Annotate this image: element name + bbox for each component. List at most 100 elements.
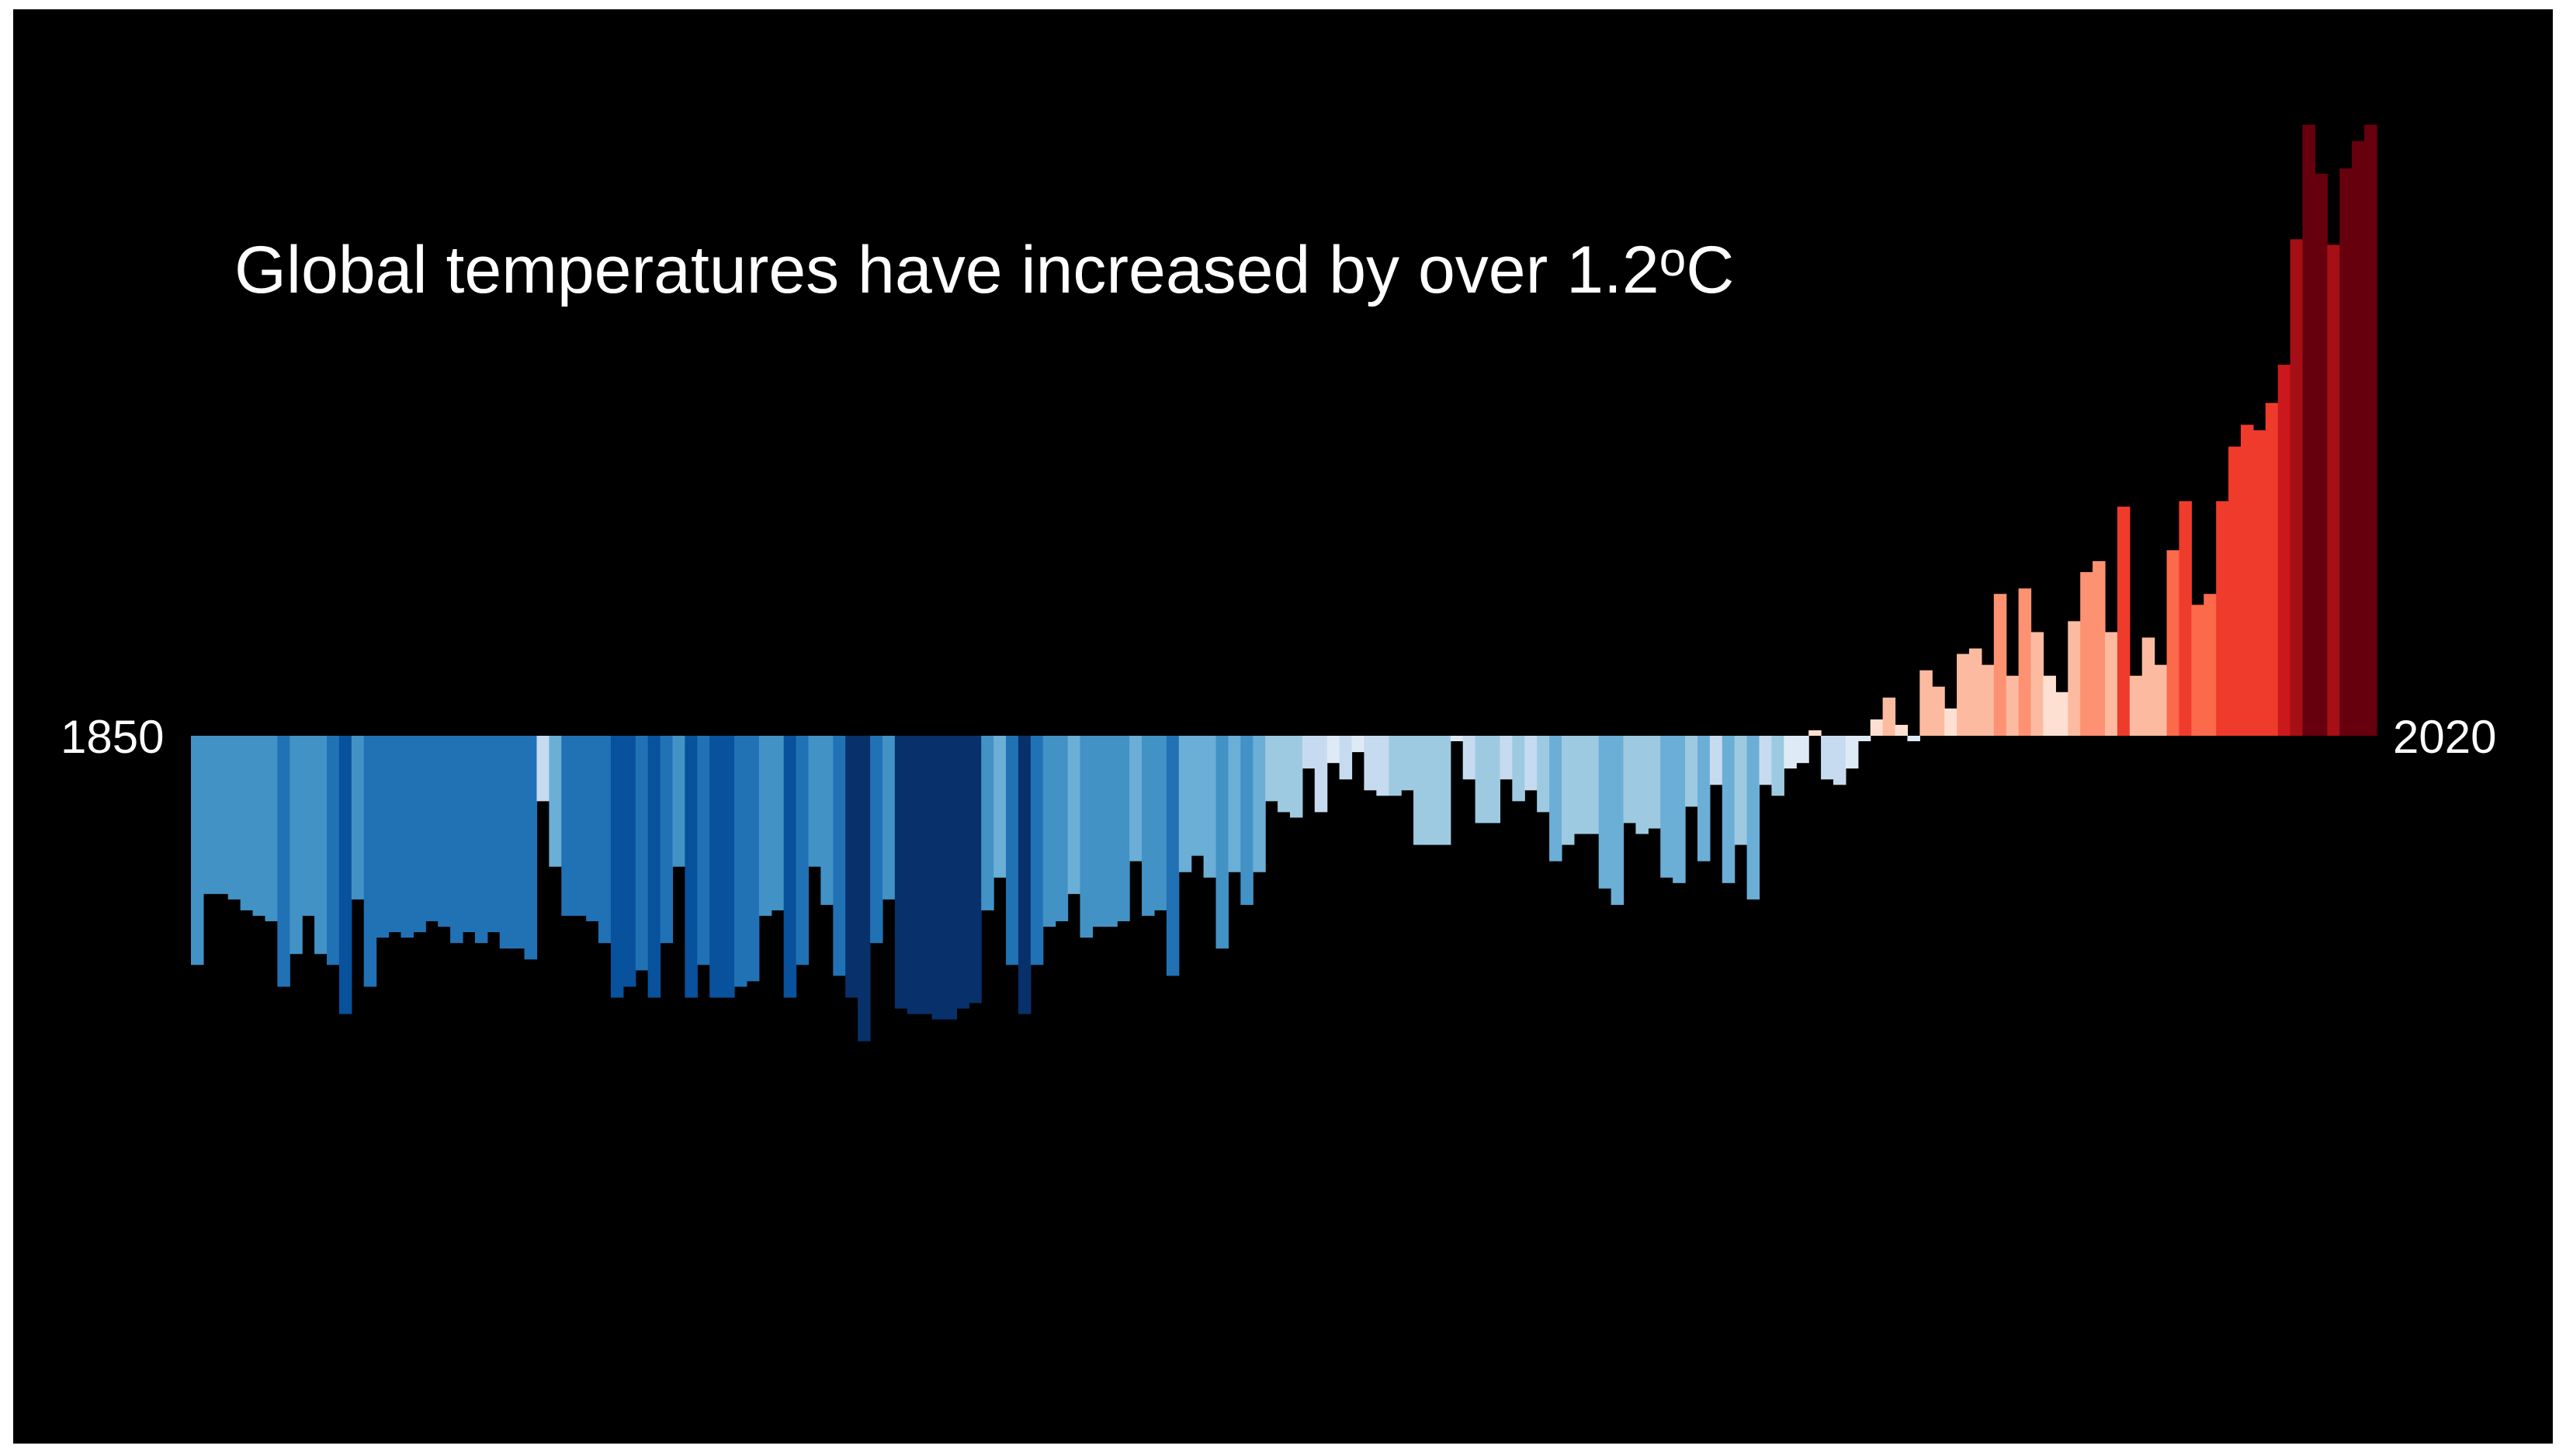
bar-2002	[2068, 621, 2081, 736]
bar-1944	[1351, 736, 1365, 753]
bar-1898	[783, 736, 797, 998]
bar-1962	[1573, 736, 1587, 834]
bar-1983	[1833, 736, 1846, 785]
bar-1904	[858, 736, 871, 1042]
bar-1899	[796, 736, 810, 965]
bar-1861	[327, 736, 340, 965]
bar-1911	[944, 736, 957, 1020]
bar-1863	[351, 736, 365, 900]
bar-1938	[1278, 736, 1291, 813]
bar-2005	[2104, 632, 2118, 736]
bar-1856	[265, 736, 278, 922]
chart-title-text: Global temperatures have increased by ov…	[234, 233, 1659, 307]
bar-1979	[1784, 736, 1797, 769]
bar-2008	[2141, 637, 2155, 736]
bar-1955	[1487, 736, 1501, 823]
bar-1862	[338, 736, 352, 1014]
bar-1916	[1006, 736, 1019, 965]
bar-1967	[1635, 736, 1649, 834]
bar-1982	[1821, 736, 1834, 780]
bar-1961	[1561, 736, 1575, 845]
bar-1950	[1425, 736, 1439, 845]
bar-2012	[2191, 605, 2204, 736]
bar-1999	[2030, 632, 2044, 736]
bar-1952	[1450, 736, 1464, 742]
bar-1891	[697, 736, 710, 965]
bar-1865	[376, 736, 390, 938]
bar-1914	[981, 736, 994, 910]
bar-1897	[771, 736, 785, 910]
bar-1901	[820, 736, 834, 905]
bar-1972	[1697, 736, 1711, 861]
bar-1948	[1401, 736, 1414, 791]
bar-1932	[1203, 736, 1217, 878]
bar-1970	[1673, 736, 1686, 883]
bar-1889	[672, 736, 685, 867]
bar-1964	[1598, 736, 1612, 889]
bar-1985	[1857, 736, 1871, 742]
bar-1927	[1142, 736, 1155, 916]
bar-2020	[2290, 239, 2304, 736]
bar-2007	[2129, 675, 2143, 736]
bar-1890	[685, 736, 698, 998]
bar-1855	[252, 736, 266, 916]
bar-1981	[1808, 730, 1822, 736]
bar-1947	[1389, 736, 1402, 796]
bar-1875	[499, 736, 513, 949]
bar-1992	[1944, 708, 1957, 736]
bar-1978	[1771, 736, 1784, 796]
bars-group	[191, 124, 2377, 1042]
bar-1951	[1437, 736, 1451, 845]
bar-1877	[524, 736, 538, 960]
bar-1909	[919, 736, 933, 1014]
bar-1921	[1067, 736, 1081, 894]
bar-1912	[956, 736, 969, 1009]
bar-1858	[290, 736, 303, 955]
bar-1908	[907, 736, 921, 1014]
bar-1902	[833, 736, 846, 976]
bar-1977	[1759, 736, 1773, 785]
bar-1954	[1475, 736, 1489, 823]
bar-1941	[1314, 736, 1328, 813]
bar-1854	[240, 736, 254, 910]
bar-1963	[1586, 736, 1600, 834]
bar-1998	[2018, 588, 2032, 736]
bar-1853	[227, 736, 241, 900]
bar-1933	[1215, 736, 1229, 949]
bar-1923	[1092, 736, 1105, 927]
bar-1949	[1413, 736, 1427, 845]
bar-1936	[1253, 736, 1266, 872]
bar-1995	[1981, 664, 1995, 736]
x-axis-end-label: 2020	[2393, 711, 2497, 763]
bar-1959	[1537, 736, 1550, 813]
bar-undefined	[2352, 140, 2365, 737]
bar-1973	[1709, 736, 1723, 785]
bar-2001	[2055, 692, 2068, 736]
bar-2000	[2043, 675, 2056, 736]
bar-1869	[425, 736, 439, 922]
bar-1906	[882, 736, 896, 900]
bar-1965	[1611, 736, 1625, 905]
bar-1919	[1042, 736, 1056, 927]
bar-undefined	[2327, 244, 2340, 736]
bar-1924	[1104, 736, 1118, 927]
bar-1990	[1919, 670, 1933, 736]
bar-1894	[734, 736, 747, 987]
bar-1918	[1030, 736, 1044, 965]
bar-1857	[277, 736, 290, 987]
bar-1910	[931, 736, 945, 1020]
bar-1934	[1228, 736, 1241, 872]
bar-1940	[1302, 736, 1316, 769]
bar-1974	[1722, 736, 1736, 883]
bar-1913	[969, 736, 982, 1004]
bar-1969	[1660, 736, 1673, 878]
bar-2016	[2240, 425, 2254, 736]
bar-1935	[1240, 736, 1254, 905]
bar-1872	[463, 736, 476, 933]
bar-undefined	[2315, 173, 2328, 736]
bar-1850	[191, 736, 204, 965]
bar-1945	[1364, 736, 1377, 791]
bar-1937	[1265, 736, 1278, 802]
bar-2010	[2166, 549, 2180, 736]
